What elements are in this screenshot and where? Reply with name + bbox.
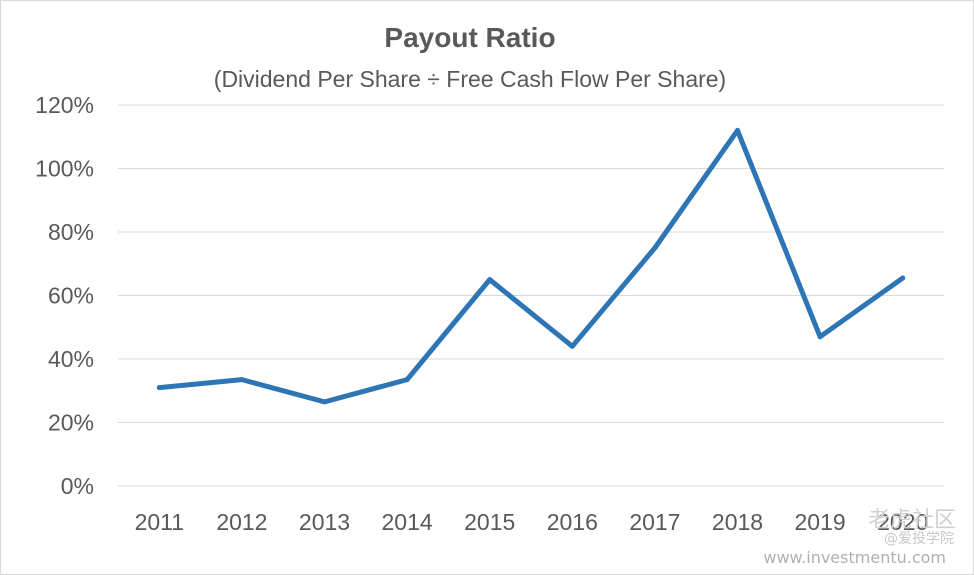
gridlines [118, 104, 944, 487]
data-point [569, 343, 575, 349]
series-line [156, 127, 906, 405]
x-tick-label: 2019 [795, 509, 846, 535]
y-tick-label: 20% [48, 410, 94, 436]
data-point [322, 399, 327, 405]
x-tick-label: 2017 [629, 509, 680, 535]
data-point [817, 334, 823, 340]
y-tick-label: 40% [48, 346, 94, 372]
series-layer [156, 127, 906, 405]
data-point [652, 245, 658, 251]
chart-title: Payout Ratio [384, 22, 556, 53]
y-tick-label: 120% [35, 92, 94, 118]
data-point [156, 385, 162, 391]
y-tick-label: 60% [48, 283, 94, 309]
y-tick-label: 80% [48, 219, 94, 245]
y-tick-label: 0% [61, 473, 94, 499]
x-tick-label: 2018 [712, 509, 763, 535]
x-tick-label: 2015 [464, 509, 515, 535]
y-tick-label: 100% [35, 156, 94, 182]
y-axis-ticks: 0% 20% 40% 60% 80% 100% 120% [35, 92, 94, 499]
chart-subtitle: (Dividend Per Share ÷ Free Cash Flow Per… [213, 66, 727, 92]
data-point [239, 377, 245, 383]
x-tick-label: 2013 [299, 509, 350, 535]
x-axis-ticks: 2011 2012 2013 2014 2015 2016 2017 2018 2019 2020 [135, 509, 929, 535]
watermark-url: www.investmentu.com [763, 548, 946, 567]
x-tick-label: 2016 [547, 509, 598, 535]
x-tick-label: 2020 [877, 509, 928, 535]
watermark-community: 老虎社区 [867, 508, 956, 533]
data-point [404, 377, 410, 383]
x-tick-label: 2014 [382, 509, 433, 535]
x-tick-label: 2011 [135, 509, 184, 535]
data-point [487, 277, 493, 283]
data-point [900, 275, 906, 281]
watermark-academy: @爱投学院 [884, 531, 954, 547]
data-point [735, 127, 740, 133]
x-tick-label: 2012 [216, 509, 267, 535]
